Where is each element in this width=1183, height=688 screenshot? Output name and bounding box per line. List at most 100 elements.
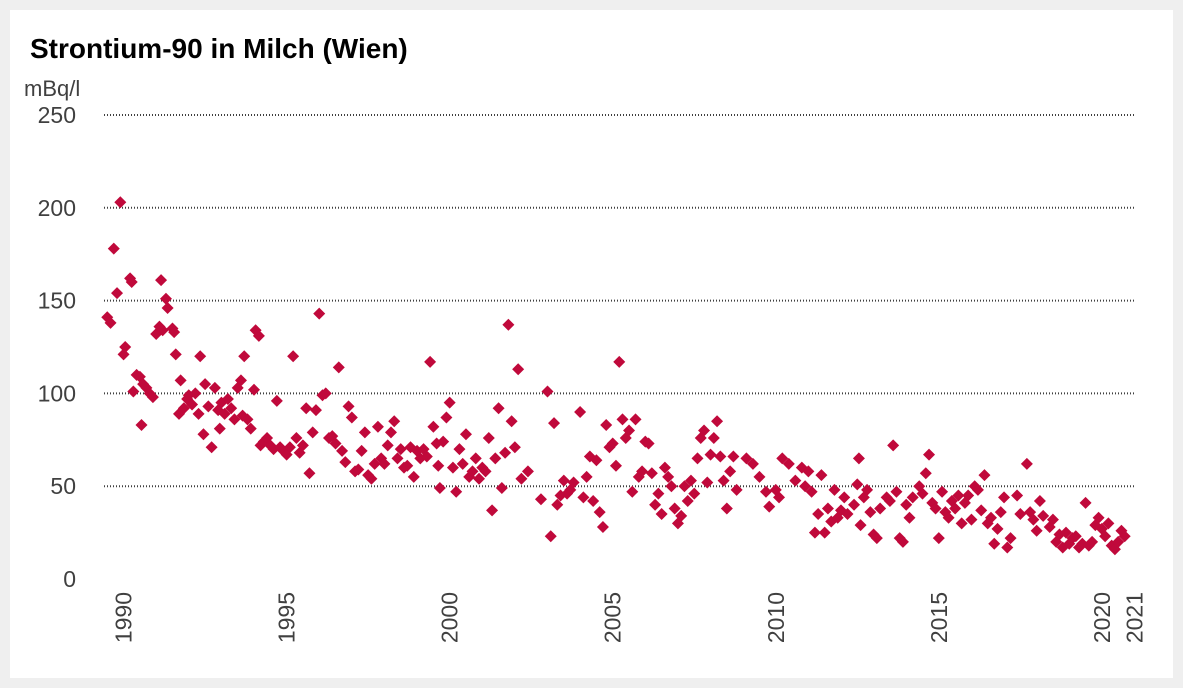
point bbox=[609, 459, 622, 472]
point bbox=[197, 428, 210, 441]
point bbox=[978, 469, 991, 482]
point bbox=[1112, 535, 1125, 548]
point bbox=[965, 513, 978, 526]
point bbox=[942, 511, 955, 524]
point bbox=[746, 457, 759, 470]
x-tick-label: 2005 bbox=[600, 592, 626, 643]
point bbox=[763, 500, 776, 513]
chart-title: Strontium-90 in Milch (Wien) bbox=[30, 33, 408, 64]
point bbox=[388, 415, 401, 428]
point bbox=[988, 537, 1001, 550]
point bbox=[818, 526, 831, 539]
point bbox=[192, 407, 205, 420]
point bbox=[194, 350, 207, 363]
point bbox=[759, 485, 772, 498]
point bbox=[189, 387, 202, 400]
point bbox=[740, 452, 753, 465]
point bbox=[883, 495, 896, 508]
point bbox=[446, 461, 459, 474]
y-tick-label: 150 bbox=[38, 288, 76, 314]
point bbox=[923, 448, 936, 461]
point bbox=[244, 422, 257, 435]
point bbox=[838, 491, 851, 504]
point bbox=[841, 508, 854, 521]
x-tick-label: 2020 bbox=[1089, 592, 1115, 643]
point bbox=[574, 405, 587, 418]
point bbox=[1046, 513, 1059, 526]
point bbox=[613, 355, 626, 368]
point bbox=[649, 498, 662, 511]
point bbox=[401, 459, 414, 472]
point bbox=[296, 439, 309, 452]
point bbox=[851, 478, 864, 491]
point bbox=[812, 508, 825, 521]
point bbox=[848, 498, 861, 511]
point bbox=[994, 506, 1007, 519]
point bbox=[309, 404, 322, 417]
point bbox=[440, 411, 453, 424]
point bbox=[1011, 489, 1024, 502]
point bbox=[283, 441, 296, 454]
point bbox=[623, 424, 636, 437]
point bbox=[864, 506, 877, 519]
point bbox=[776, 452, 789, 465]
point bbox=[1069, 530, 1082, 543]
point bbox=[146, 391, 159, 404]
point bbox=[626, 485, 639, 498]
point bbox=[932, 532, 945, 545]
point bbox=[119, 341, 132, 353]
point bbox=[433, 482, 446, 495]
point bbox=[678, 480, 691, 493]
point bbox=[665, 480, 678, 493]
point bbox=[479, 465, 492, 478]
point bbox=[371, 420, 384, 433]
point bbox=[161, 302, 174, 315]
point bbox=[453, 443, 466, 456]
x-tick-label: 1995 bbox=[274, 592, 300, 643]
point bbox=[668, 502, 681, 515]
point bbox=[655, 508, 668, 521]
point bbox=[512, 363, 525, 376]
point bbox=[861, 483, 874, 496]
point bbox=[391, 452, 404, 465]
point bbox=[991, 522, 1004, 535]
point bbox=[345, 411, 358, 424]
point bbox=[854, 519, 867, 532]
point bbox=[306, 426, 319, 439]
point bbox=[955, 517, 968, 530]
point bbox=[482, 431, 495, 444]
point bbox=[489, 452, 502, 465]
point bbox=[205, 441, 218, 454]
point bbox=[593, 506, 606, 519]
point bbox=[125, 276, 138, 289]
point bbox=[394, 443, 407, 456]
point bbox=[248, 383, 261, 396]
point bbox=[499, 446, 512, 459]
point bbox=[874, 502, 887, 515]
point bbox=[890, 485, 903, 498]
point bbox=[424, 355, 437, 368]
point bbox=[450, 485, 463, 498]
point bbox=[870, 532, 883, 545]
point bbox=[900, 498, 913, 511]
point bbox=[698, 424, 711, 437]
point bbox=[887, 439, 900, 452]
point bbox=[1059, 526, 1072, 539]
point bbox=[127, 385, 140, 398]
point bbox=[1079, 496, 1092, 509]
point bbox=[486, 504, 499, 517]
point bbox=[156, 324, 169, 337]
point bbox=[984, 511, 997, 524]
point bbox=[104, 316, 117, 329]
point bbox=[303, 467, 316, 480]
point bbox=[600, 418, 613, 431]
point bbox=[432, 459, 445, 472]
point bbox=[456, 457, 469, 470]
point bbox=[1014, 508, 1027, 521]
point bbox=[287, 350, 300, 363]
point bbox=[949, 502, 962, 515]
point bbox=[936, 485, 949, 498]
point bbox=[805, 485, 818, 498]
point bbox=[368, 457, 381, 470]
